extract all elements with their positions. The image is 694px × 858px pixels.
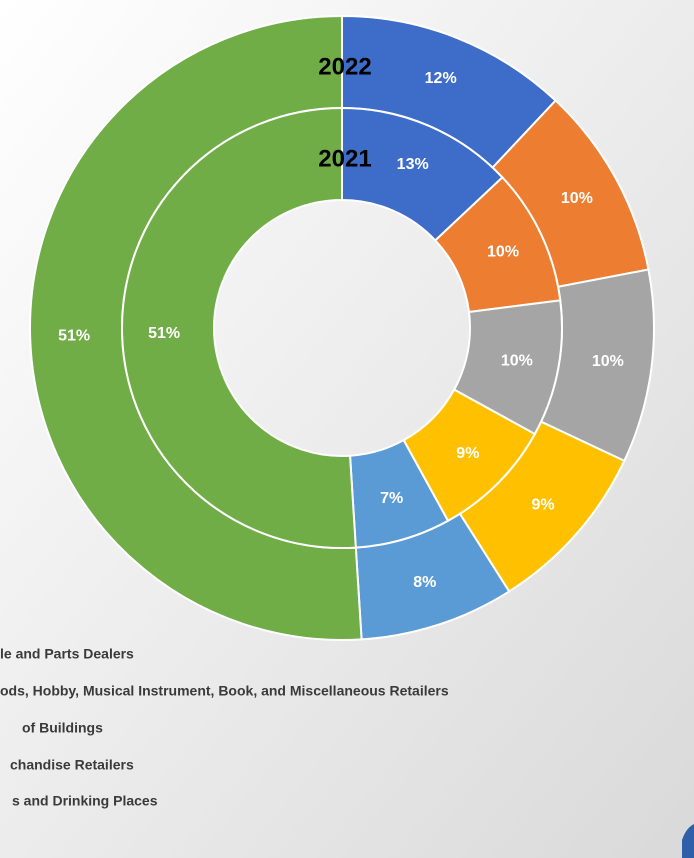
data-label: 51% bbox=[58, 328, 90, 345]
legend-entry: of Buildings bbox=[22, 720, 103, 736]
ring-label: 2021 bbox=[318, 145, 371, 172]
data-label: 9% bbox=[531, 496, 554, 513]
data-label: 10% bbox=[592, 353, 624, 370]
data-label: 10% bbox=[501, 353, 533, 370]
data-label: 10% bbox=[561, 190, 593, 207]
data-label: 8% bbox=[413, 574, 436, 591]
data-label: 9% bbox=[456, 445, 479, 462]
legend-entry: le and Parts Dealers bbox=[0, 646, 134, 662]
legend-entry: chandise Retailers bbox=[10, 757, 134, 773]
data-label: 10% bbox=[487, 243, 519, 260]
data-label: 12% bbox=[425, 70, 457, 87]
data-label: 51% bbox=[148, 325, 180, 342]
ring-label: 2022 bbox=[318, 53, 371, 80]
legend-entry: ods, Hobby, Musical Instrument, Book, an… bbox=[0, 683, 449, 699]
donut-segment bbox=[121, 106, 357, 549]
data-label: 7% bbox=[380, 490, 403, 507]
corner-shape bbox=[682, 824, 694, 858]
data-label: 13% bbox=[397, 156, 429, 173]
legend-entry: s and Drinking Places bbox=[12, 793, 158, 809]
